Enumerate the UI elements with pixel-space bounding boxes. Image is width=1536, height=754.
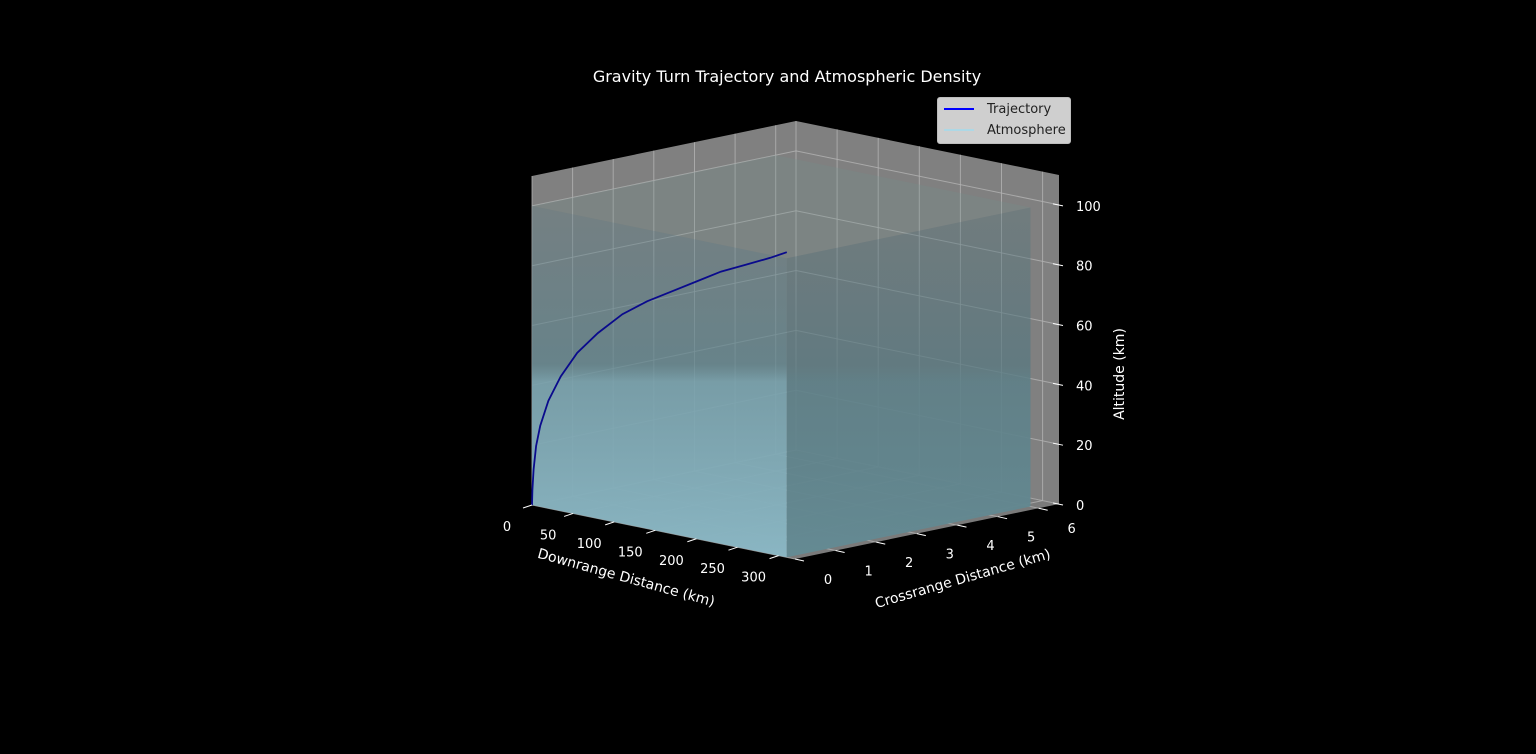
legend-item-trajectory: Trajectory bbox=[944, 100, 1051, 118]
y-tick bbox=[876, 541, 886, 545]
z-axis-label: Altitude (km) bbox=[1112, 328, 1128, 420]
atmosphere-side-face bbox=[786, 207, 1031, 558]
y-tick-label: 6 bbox=[1068, 522, 1076, 537]
z-tick-label: 20 bbox=[1076, 439, 1093, 454]
z-tick-label: 40 bbox=[1076, 379, 1093, 394]
z-tick bbox=[1052, 442, 1064, 446]
z-tick bbox=[1052, 203, 1064, 207]
z-tick-label: 60 bbox=[1076, 320, 1093, 335]
x-tick bbox=[522, 504, 533, 509]
y-tick bbox=[794, 558, 805, 562]
trajectory-swatch bbox=[944, 108, 974, 110]
z-tick-label: 0 bbox=[1076, 499, 1084, 514]
y-tick bbox=[957, 524, 967, 528]
legend: Trajectory Atmosphere bbox=[937, 97, 1071, 144]
y-tick-label: 3 bbox=[946, 548, 954, 563]
axis-ticks bbox=[522, 203, 1064, 562]
atmosphere-swatch bbox=[944, 129, 974, 131]
y-tick-label: 1 bbox=[864, 565, 872, 580]
legend-label-atmosphere: Atmosphere bbox=[987, 122, 1066, 138]
z-tick bbox=[1052, 382, 1064, 386]
legend-label-trajectory: Trajectory bbox=[987, 101, 1052, 117]
grid-line-z bbox=[531, 150, 1060, 207]
y-axis-label: Crossrange Distance (km) bbox=[873, 546, 1052, 612]
x-tick-label: 200 bbox=[659, 554, 684, 569]
y-tick-label: 2 bbox=[905, 556, 913, 571]
x-tick-label: 100 bbox=[577, 537, 602, 552]
y-tick bbox=[997, 516, 1008, 520]
y-tick bbox=[835, 550, 845, 554]
z-tick bbox=[1052, 263, 1064, 267]
chart-title: Gravity Turn Trajectory and Atmospheric … bbox=[593, 67, 981, 86]
x-tick-label: 250 bbox=[700, 562, 725, 577]
y-tick bbox=[1038, 507, 1048, 511]
z-tick bbox=[1052, 323, 1064, 327]
x-tick bbox=[687, 538, 697, 543]
x-tick bbox=[605, 521, 615, 526]
atmosphere-top-face bbox=[532, 155, 1031, 259]
trajectory-layer bbox=[531, 251, 788, 506]
trajectory-line bbox=[531, 251, 788, 506]
y-tick-label: 4 bbox=[986, 539, 994, 554]
x-tick bbox=[769, 555, 779, 560]
y-tick bbox=[916, 533, 926, 537]
z-tick-label: 80 bbox=[1076, 260, 1093, 275]
z-tick-label: 100 bbox=[1076, 200, 1101, 215]
x-tick-label: 150 bbox=[618, 545, 643, 560]
atmosphere-front-face bbox=[532, 205, 787, 558]
legend-item-atmosphere: Atmosphere bbox=[944, 121, 1066, 139]
x-tick bbox=[728, 546, 738, 551]
x-tick bbox=[646, 529, 656, 534]
x-tick-label: 50 bbox=[540, 528, 557, 543]
z-tick bbox=[1052, 502, 1064, 506]
x-tick-label: 300 bbox=[741, 571, 766, 586]
atmosphere-volume bbox=[532, 155, 1031, 558]
x-tick-label: 0 bbox=[503, 520, 511, 535]
y-tick-label: 5 bbox=[1027, 531, 1035, 546]
y-tick-label: 0 bbox=[824, 573, 832, 588]
x-tick bbox=[563, 512, 574, 517]
